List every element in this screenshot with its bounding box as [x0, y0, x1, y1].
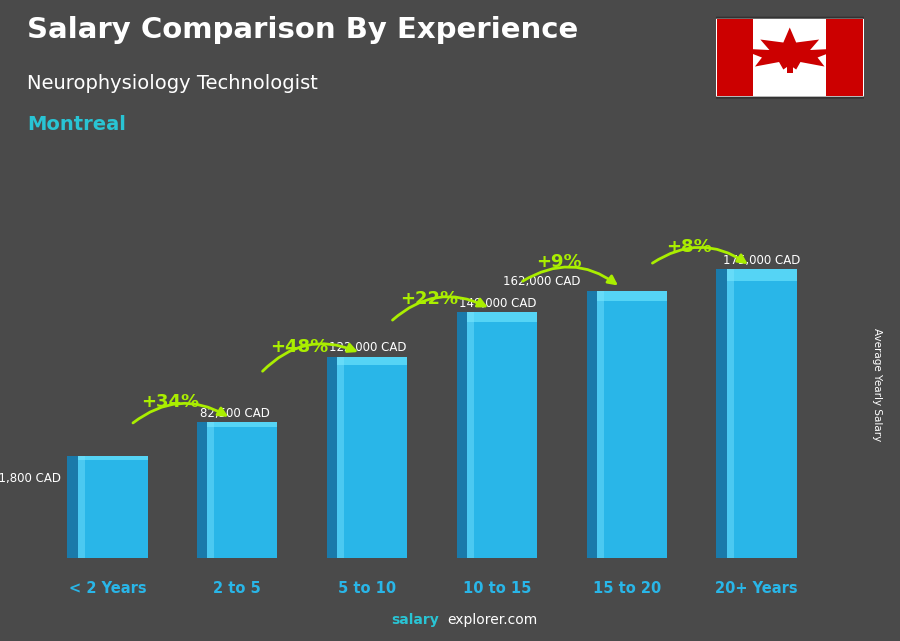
Text: +22%: +22% [400, 290, 458, 308]
Bar [197, 422, 208, 558]
Bar [597, 290, 604, 558]
Text: 5 to 10: 5 to 10 [338, 581, 396, 595]
Bar [467, 312, 537, 558]
Text: Average Yearly Salary: Average Yearly Salary [872, 328, 883, 441]
Bar [208, 422, 214, 558]
Bar [77, 456, 148, 460]
Text: salary: salary [392, 613, 439, 627]
Bar [77, 456, 148, 558]
Text: 82,500 CAD: 82,500 CAD [200, 406, 269, 419]
Bar [587, 290, 597, 558]
Text: 15 to 20: 15 to 20 [592, 581, 661, 595]
Text: 20+ Years: 20+ Years [716, 581, 798, 595]
Bar [467, 312, 474, 558]
Polygon shape [739, 28, 841, 69]
Text: 175,000 CAD: 175,000 CAD [723, 254, 800, 267]
FancyBboxPatch shape [714, 18, 866, 97]
Bar [717, 19, 753, 96]
Bar [208, 422, 277, 427]
Text: +8%: +8% [666, 238, 712, 256]
Bar [467, 312, 537, 322]
Text: 61,800 CAD: 61,800 CAD [0, 472, 60, 485]
Text: < 2 Years: < 2 Years [68, 581, 146, 595]
Text: 122,000 CAD: 122,000 CAD [329, 342, 407, 354]
Bar [727, 269, 734, 558]
Text: +34%: +34% [140, 393, 199, 411]
Bar [716, 269, 727, 558]
Text: +48%: +48% [270, 338, 328, 356]
Bar [456, 312, 467, 558]
Text: Montreal: Montreal [27, 115, 126, 135]
Text: +9%: +9% [536, 253, 582, 271]
Bar [727, 269, 796, 558]
Bar [327, 356, 338, 558]
Bar [787, 65, 793, 74]
Bar [338, 356, 345, 558]
Bar [77, 456, 85, 558]
Text: 162,000 CAD: 162,000 CAD [502, 276, 580, 288]
Text: explorer.com: explorer.com [447, 613, 537, 627]
Bar [208, 422, 277, 558]
Bar [338, 356, 408, 365]
Text: 149,000 CAD: 149,000 CAD [459, 297, 536, 310]
Text: 10 to 15: 10 to 15 [463, 581, 531, 595]
Text: Salary Comparison By Experience: Salary Comparison By Experience [27, 16, 578, 44]
Bar [826, 19, 862, 96]
Bar [597, 290, 667, 301]
Bar [68, 456, 77, 558]
Text: 2 to 5: 2 to 5 [213, 581, 261, 595]
Text: Neurophysiology Technologist: Neurophysiology Technologist [27, 74, 318, 93]
Bar [338, 356, 408, 558]
Bar [597, 290, 667, 558]
Bar [727, 269, 796, 281]
